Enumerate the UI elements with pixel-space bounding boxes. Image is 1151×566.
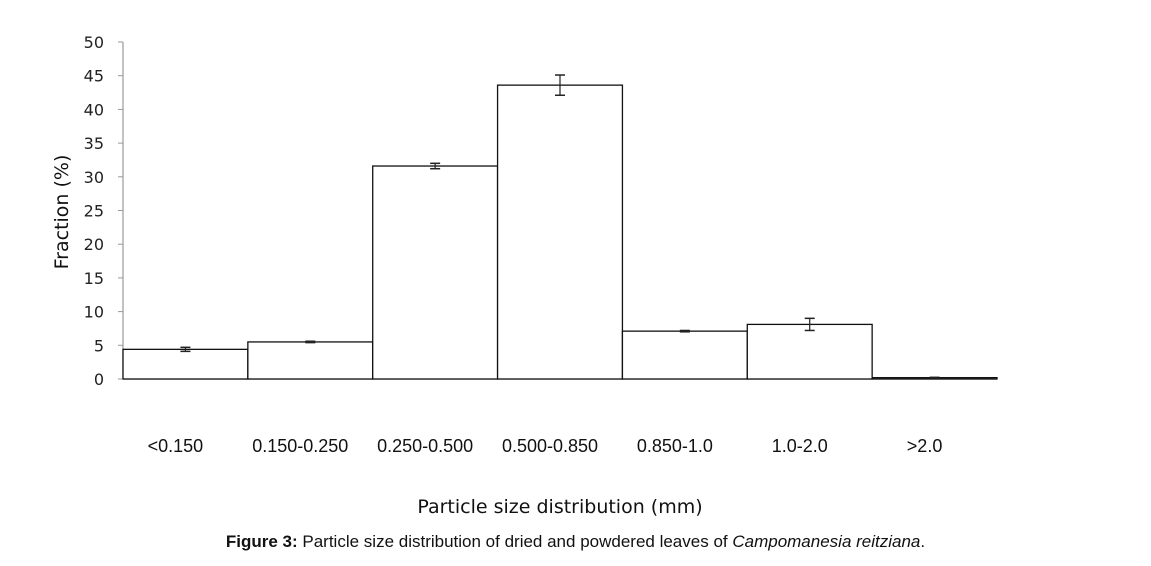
bar	[247, 341, 374, 380]
figure-caption: Figure 3: Particle size distribution of …	[0, 532, 1151, 552]
bar	[621, 330, 748, 380]
y-tick-label: 50	[84, 33, 104, 52]
bar-chart: 0 5 10 15 20 25 30 35 40 45 50 <0.150 0.150-0.250 0.…	[51, 33, 998, 518]
error-bar	[305, 340, 316, 344]
error-bar	[180, 346, 191, 353]
y-tick-label: 5	[94, 336, 104, 355]
bar	[372, 165, 499, 380]
y-tick-label: 0	[94, 370, 104, 389]
caption-end: .	[920, 532, 926, 551]
y-tick-label: 40	[84, 100, 104, 119]
y-tick-label: 20	[84, 235, 104, 254]
x-axis-label: Particle size distribution (mm)	[417, 496, 702, 518]
caption-text: Particle size distribution of dried and …	[297, 532, 733, 551]
x-tick-label: 0.500-0.850	[502, 436, 598, 456]
x-tick-label: 1.0-2.0	[772, 436, 828, 456]
error-bar	[804, 317, 815, 332]
bar	[496, 84, 624, 380]
y-axis-label: Fraction (%)	[51, 155, 73, 270]
y-tick-label: 30	[84, 168, 104, 187]
bar	[746, 323, 873, 380]
x-tick-label: >2.0	[907, 436, 943, 456]
y-tick-label: 25	[84, 202, 104, 221]
caption-species: Campomanesia reitziana	[732, 532, 921, 551]
bars	[122, 74, 998, 380]
x-tick-label: 0.850-1.0	[637, 436, 713, 456]
error-bar	[430, 162, 441, 170]
y-tick-label: 10	[84, 303, 104, 322]
x-tick-label: 0.250-0.500	[377, 436, 473, 456]
y-tick-label: 45	[84, 67, 104, 86]
y-tick-label: 15	[84, 269, 104, 288]
error-bar	[679, 329, 690, 333]
x-tick-label: 0.150-0.250	[252, 436, 348, 456]
error-bar	[555, 74, 565, 96]
x-axis-categories: <0.150 0.150-0.250 0.250-0.500 0.500-0.850 0…	[148, 436, 943, 456]
x-tick-label: <0.150	[148, 436, 204, 456]
y-tick-label: 35	[84, 134, 104, 153]
error-bar	[929, 376, 940, 379]
caption-label: Figure 3:	[225, 532, 298, 551]
bar	[122, 348, 249, 380]
